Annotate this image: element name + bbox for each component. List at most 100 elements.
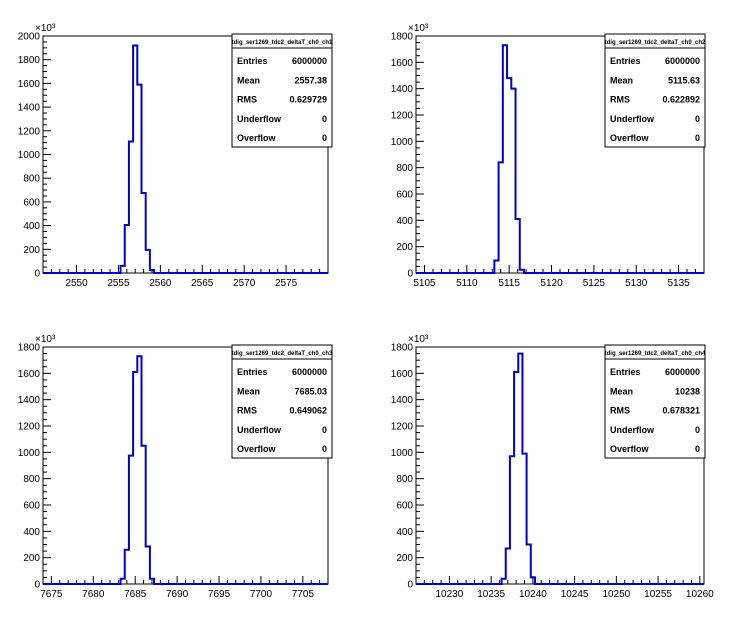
histogram-pad-3: 7675 7680 7685 7690 7695 7700 7705 0 200 400 600 80…: [18, 334, 333, 600]
histogram-outline: [416, 44, 704, 274]
x-tick-label: 10260: [686, 589, 714, 600]
y-tick-label: 0: [407, 580, 413, 591]
stats-label: RMS: [237, 406, 257, 416]
x-tick-label: 5135: [667, 278, 690, 289]
stats-label: Mean: [237, 75, 260, 85]
histogram-pad-4: 10230 10235 10240 10245 10250 10255 10260 0 200 4…: [391, 334, 714, 600]
stats-label: Overflow: [610, 444, 650, 454]
histogram-bin: [520, 270, 524, 273]
histogram-bin: [150, 579, 154, 584]
histogram-outline: [416, 352, 704, 585]
y-tick-label: 1600: [18, 79, 41, 90]
histogram-bin: [511, 89, 515, 273]
y-tick-label: 1200: [391, 422, 414, 433]
histogram-bin: [137, 85, 141, 273]
y-tick-label: 0: [34, 580, 40, 591]
stats-value: 0.649062: [289, 406, 327, 416]
histogram-pad-2: 5105 5110 5115 5120 5125 5130 5135 0 200 400 600 80…: [391, 23, 706, 289]
x-tick-label: 7690: [166, 589, 189, 600]
y-tick-label: 800: [396, 474, 413, 485]
histogram-bin: [146, 250, 150, 273]
stats-box: tdig_ser1269_tdc2_deltaT_ch0_ch3 Entries 6…: [231, 344, 333, 459]
stats-value: 0.678321: [662, 406, 700, 416]
histogram-bin: [510, 456, 514, 584]
x-tick-label: 5125: [583, 278, 606, 289]
histogram-bin: [137, 356, 141, 584]
stats-box: tdig_ser1269_tdc2_deltaT_ch0_ch2 Entries 6…: [604, 33, 706, 148]
stats-label: Mean: [610, 75, 633, 85]
y-tick-label: 200: [23, 245, 40, 256]
x-tick-label: 5115: [498, 278, 520, 289]
stats-label: Underflow: [610, 425, 655, 435]
histogram-bin: [121, 266, 125, 273]
histogram-bin: [125, 225, 129, 273]
stats-label: Underflow: [610, 114, 655, 124]
stats-value: 6000000: [292, 56, 327, 66]
stats-title: tdig_ser1269_tdc2_deltaT_ch0_ch3: [232, 351, 333, 357]
histogram-bin: [514, 372, 518, 584]
histogram-bin: [129, 456, 133, 584]
stats-box-border: [231, 344, 333, 459]
histogram-bin: [125, 550, 129, 584]
stats-value: 0.622892: [662, 95, 700, 105]
y-exponent-label: ×10³: [35, 23, 56, 34]
y-exponent-label: ×10³: [408, 23, 429, 34]
stats-label: Mean: [610, 386, 633, 396]
y-tick-label: 1000: [18, 448, 41, 459]
x-tick-label: 10235: [477, 589, 505, 600]
stats-box-border: [231, 33, 333, 148]
y-tick-label: 1800: [18, 55, 41, 66]
stats-value: 0: [322, 444, 327, 454]
histogram-bin: [527, 545, 531, 585]
stats-value: 0: [695, 444, 700, 454]
histogram-outline: [43, 44, 328, 274]
stats-value: 0: [695, 425, 700, 435]
y-tick-label: 0: [34, 269, 40, 280]
stats-value: 7685.03: [294, 386, 327, 396]
y-tick-label: 1200: [391, 111, 414, 122]
histogram-pad-1: 2550 2555 2560 2565 2570 2575 0 200 400 600 800 100…: [18, 23, 333, 289]
stats-label: Entries: [610, 367, 641, 377]
stats-label: Mean: [237, 386, 260, 396]
stats-label: Entries: [237, 367, 268, 377]
stats-box: tdig_ser1269_tdc2_deltaT_ch0_ch1 Entries 6…: [231, 33, 333, 148]
stats-title: tdig_ser1269_tdc2_deltaT_ch0_ch1: [232, 40, 333, 46]
x-tick-label: 10240: [519, 589, 547, 600]
histogram-bin: [133, 45, 137, 273]
histogram-bin: [494, 260, 498, 273]
y-tick-label: 2000: [18, 32, 41, 43]
histogram-bin: [518, 354, 522, 584]
x-tick-label: 2555: [107, 278, 130, 289]
histogram-bin: [146, 546, 150, 584]
x-tick-label: 2560: [149, 278, 172, 289]
y-tick-label: 0: [407, 269, 413, 280]
histogram-outline: [43, 355, 328, 585]
stats-label: RMS: [610, 95, 630, 105]
x-tick-label: 2565: [191, 278, 214, 289]
x-tick-label: 5105: [413, 278, 436, 289]
stats-label: Underflow: [237, 425, 282, 435]
x-tick-label: 7675: [40, 589, 63, 600]
stats-box-border: [604, 33, 706, 148]
histogram-bin: [121, 579, 125, 584]
histogram-bin: [499, 162, 503, 273]
stats-value: 5115.63: [668, 75, 700, 85]
x-tick-label: 7695: [208, 589, 231, 600]
y-tick-label: 400: [396, 216, 413, 227]
stats-label: Overflow: [237, 133, 277, 143]
stats-box-border: [604, 344, 706, 459]
stats-label: Underflow: [237, 114, 282, 124]
histogram-bin: [141, 446, 145, 584]
y-tick-label: 600: [396, 501, 413, 512]
stats-value: 2557.38: [294, 75, 327, 85]
y-tick-label: 1000: [391, 448, 414, 459]
histogram-bin: [516, 219, 520, 273]
x-tick-label: 2575: [275, 278, 298, 289]
stats-label: RMS: [610, 406, 630, 416]
x-tick-label: 10245: [561, 589, 589, 600]
x-tick-label: 7700: [250, 589, 273, 600]
y-tick-label: 800: [396, 163, 413, 174]
histogram-bin: [503, 45, 507, 273]
stats-value: 0.629729: [289, 95, 327, 105]
y-exponent-label: ×10³: [35, 334, 56, 345]
